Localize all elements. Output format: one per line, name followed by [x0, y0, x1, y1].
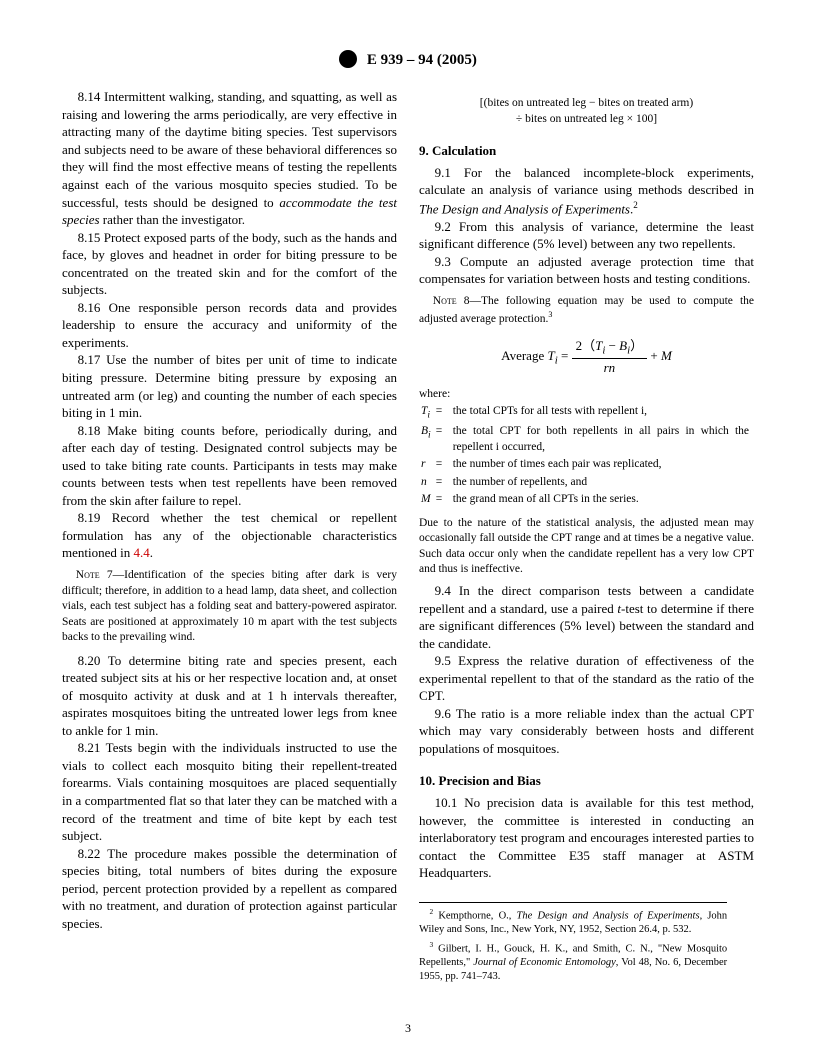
where-block: where: Ti=the total CPTs for all tests w… — [419, 387, 754, 510]
para-8-17: 8.17 Use the number of bites per unit of… — [62, 351, 397, 421]
footnote-2: 2 Kempthorne, O., The Design and Analysi… — [419, 907, 727, 938]
para-8-19: 8.19 Record whether the test chemical or… — [62, 509, 397, 562]
p814-text: 8.14 Intermittent walking, standing, and… — [62, 89, 397, 209]
document-header: E 939 – 94 (2005) — [62, 50, 754, 70]
note7-text: —Identification of the species biting af… — [62, 569, 397, 643]
where-m: the grand mean of all CPTs in the series… — [453, 492, 752, 508]
para-9-4: 9.4 In the direct comparison tests betwe… — [419, 582, 754, 652]
para-8-21: 8.21 Tests begin with the individuals in… — [62, 739, 397, 844]
note-8: Note 8—The following equation may be use… — [419, 294, 754, 327]
note7-lead: Note 7 — [76, 569, 113, 581]
formula-line2: ÷ bites on untreated leg × 100] — [419, 112, 754, 128]
para-8-22: 8.22 The procedure makes possible the de… — [62, 845, 397, 933]
p814-tail: rather than the investigator. — [100, 212, 245, 227]
para-8-16: 8.16 One responsible person records data… — [62, 299, 397, 352]
para-9-5: 9.5 Express the relative duration of eff… — [419, 652, 754, 705]
stat-note: Due to the nature of the statistical ana… — [419, 516, 754, 578]
para-9-1: 9.1 For the balanced incomplete-block ex… — [419, 164, 754, 218]
body-columns: 8.14 Intermittent walking, standing, and… — [62, 88, 754, 986]
footnote-ref-3[interactable]: 3 — [548, 310, 552, 319]
p91em: The Design and Analysis of Experiments — [419, 201, 630, 216]
ref-4-4-link[interactable]: 4.4 — [134, 545, 150, 560]
page: E 939 – 94 (2005) 8.14 Intermittent walk… — [0, 0, 816, 1056]
note-7: Note 7—Identification of the species bit… — [62, 568, 397, 646]
formula-line1: [(bites on untreated leg − bites on trea… — [419, 96, 754, 112]
para-8-20: 8.20 To determine biting rate and specie… — [62, 652, 397, 740]
astm-logo-icon — [339, 50, 357, 68]
where-table: Ti=the total CPTs for all tests with rep… — [419, 402, 754, 510]
where-r: the number of times each pair was replic… — [453, 457, 752, 473]
section-9-head: 9. Calculation — [419, 142, 754, 160]
para-9-6: 9.6 The ratio is a more reliable index t… — [419, 705, 754, 758]
p819-text: 8.19 Record whether the test chemical or… — [62, 510, 397, 560]
where-label: where: — [419, 387, 754, 403]
footnote-ref-2[interactable]: 2 — [633, 200, 638, 210]
where-ti: the total CPTs for all tests with repell… — [453, 404, 752, 422]
p91a: 9.1 For the balanced incomplete-block ex… — [419, 165, 754, 198]
where-bi: the total CPT for both repellents in all… — [453, 424, 752, 455]
note8-lead: Note 8 — [433, 295, 470, 307]
designation-text: E 939 – 94 (2005) — [367, 52, 477, 68]
para-10-1: 10.1 No precision data is available for … — [419, 794, 754, 882]
para-8-14: 8.14 Intermittent walking, standing, and… — [62, 88, 397, 228]
section-10-head: 10. Precision and Bias — [419, 772, 754, 790]
para-8-15: 8.15 Protect exposed parts of the body, … — [62, 229, 397, 299]
protection-formula: [(bites on untreated leg − bites on trea… — [419, 96, 754, 127]
page-number: 3 — [0, 1020, 816, 1036]
para-9-2: 9.2 From this analysis of variance, dete… — [419, 218, 754, 253]
footnotes-block: 2 Kempthorne, O., The Design and Analysi… — [419, 902, 727, 985]
note8-text: —The following equation may be used to c… — [419, 295, 754, 324]
average-t-equation: Average Ti = 2（Ti − Bi） rn + M — [419, 337, 754, 377]
footnote-3: 3 Gilbert, I. H., Gouck, H. K., and Smit… — [419, 940, 727, 985]
para-9-3: 9.3 Compute an adjusted average protecti… — [419, 253, 754, 288]
para-8-18: 8.18 Make biting counts before, periodic… — [62, 422, 397, 510]
where-n: the number of repellents, and — [453, 475, 752, 491]
